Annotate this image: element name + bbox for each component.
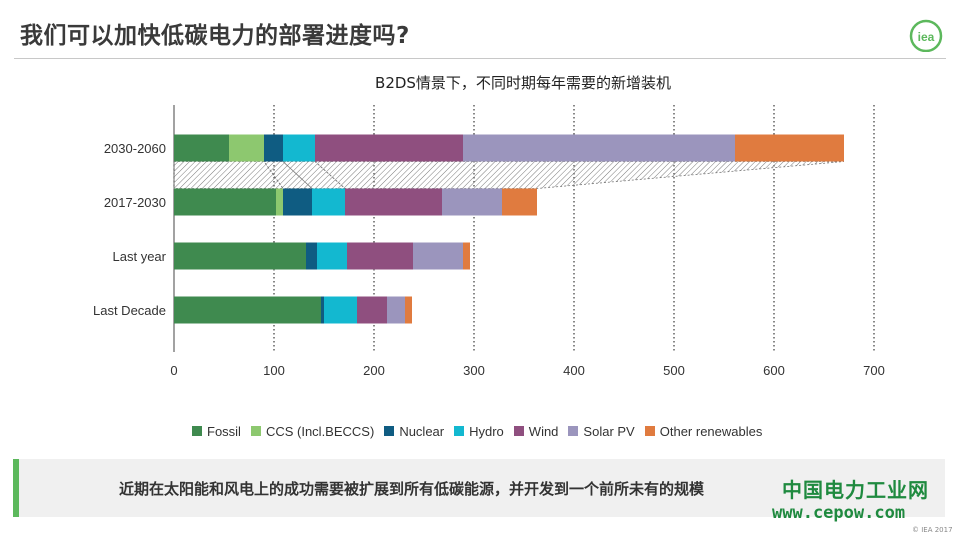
bar-segment [283,188,312,216]
bar-segment [264,134,283,162]
bar-segment [387,296,405,324]
connector-layer [173,161,845,189]
x-tick-label: 700 [863,363,885,378]
legend-item: Hydro [454,424,504,439]
bar-segment [357,296,387,324]
bar-segment [502,188,537,216]
bar-segment [174,188,276,216]
bar-layer [174,134,844,324]
legend-item: Solar PV [568,423,635,439]
legend-label: Fossil [207,423,241,439]
growth-connector [173,161,284,189]
x-tick-label: 100 [263,363,285,378]
legend-label: Solar PV [583,423,635,439]
legend-item: Fossil [192,424,241,439]
bar-segment [347,242,413,270]
legend-label: CCS (Incl.BECCS) [265,423,375,439]
bar-segment [283,134,315,162]
legend-swatch [644,426,655,436]
legend-swatch [192,426,202,436]
x-tick-label: 400 [563,363,585,378]
bar-segment [413,242,463,270]
bar-segment [735,134,844,162]
legend-label: Other renewables [659,423,763,439]
conclusion-banner: 近期在太阳能和风电上的成功需要被扩展到所有低碳能源，并开发到一个前所未有的规模 [13,459,945,517]
bar-segment [315,134,463,162]
watermark-url: www.cepow.com [772,503,906,523]
conclusion-text: 近期在太阳能和风电上的成功需要被扩展到所有低碳能源，并开发到一个前所未有的规模 [119,480,705,498]
copyright-notice: © IEA 2017 [912,526,953,534]
bar-segment [229,134,264,162]
bar-segment [174,296,321,324]
legend-swatch [384,426,395,436]
category-label: Last year [113,249,167,264]
x-tick-label: 200 [363,363,385,378]
x-tick-label: 0 [170,363,177,378]
bar-segment [276,188,283,216]
x-tick-label: 600 [763,363,785,378]
bar-segment [312,188,345,216]
slide-title: 我们可以加快低碳电力的部署进度吗? [20,23,410,49]
category-label: 2030-2060 [104,141,166,156]
legend-swatch [513,426,524,436]
legend-swatch [454,426,465,436]
legend-item: Wind [513,423,559,439]
legend-label: Nuclear [399,423,445,439]
legend-swatch [568,426,579,436]
bar-segment [442,188,502,216]
bar-segment [317,242,347,270]
legend-swatch [250,426,261,436]
legend-item: Nuclear [384,424,444,439]
legend-label: Wind [528,423,559,439]
bar-segment [463,242,470,270]
legend-item: Other renewables [644,423,763,439]
bar-segment [306,242,317,270]
logo-text: iea [918,30,935,44]
legend-item: CCS (Incl.BECCS) [250,423,375,439]
bar-segment [405,296,412,324]
label-layer: 0 100 200 300 400 500 600 700 2030-2060 2017-2030… [93,141,885,378]
bar-segment [345,188,442,216]
growth-connector [313,161,845,189]
bar-segment [463,134,735,162]
chart-title: B2DS情景下，不同时期每年需要的新增装机 [375,74,671,92]
bar-segment [174,242,306,270]
title-divider [14,58,946,59]
x-tick-label: 300 [463,363,485,378]
chart-legend: Fossil CCS (Incl.BECCS) Nuclear Hydro Wind So… [192,423,762,439]
category-label: 2017-2030 [104,195,166,210]
x-tick-label: 500 [663,363,685,378]
bar-segment [321,296,324,324]
category-label: Last Decade [93,303,166,318]
iea-logo: iea [909,19,943,52]
bar-segment [174,134,229,162]
bar-segment [324,296,357,324]
watermark-name: 中国电力工业网 [782,478,929,502]
legend-label: Hydro [469,423,504,439]
